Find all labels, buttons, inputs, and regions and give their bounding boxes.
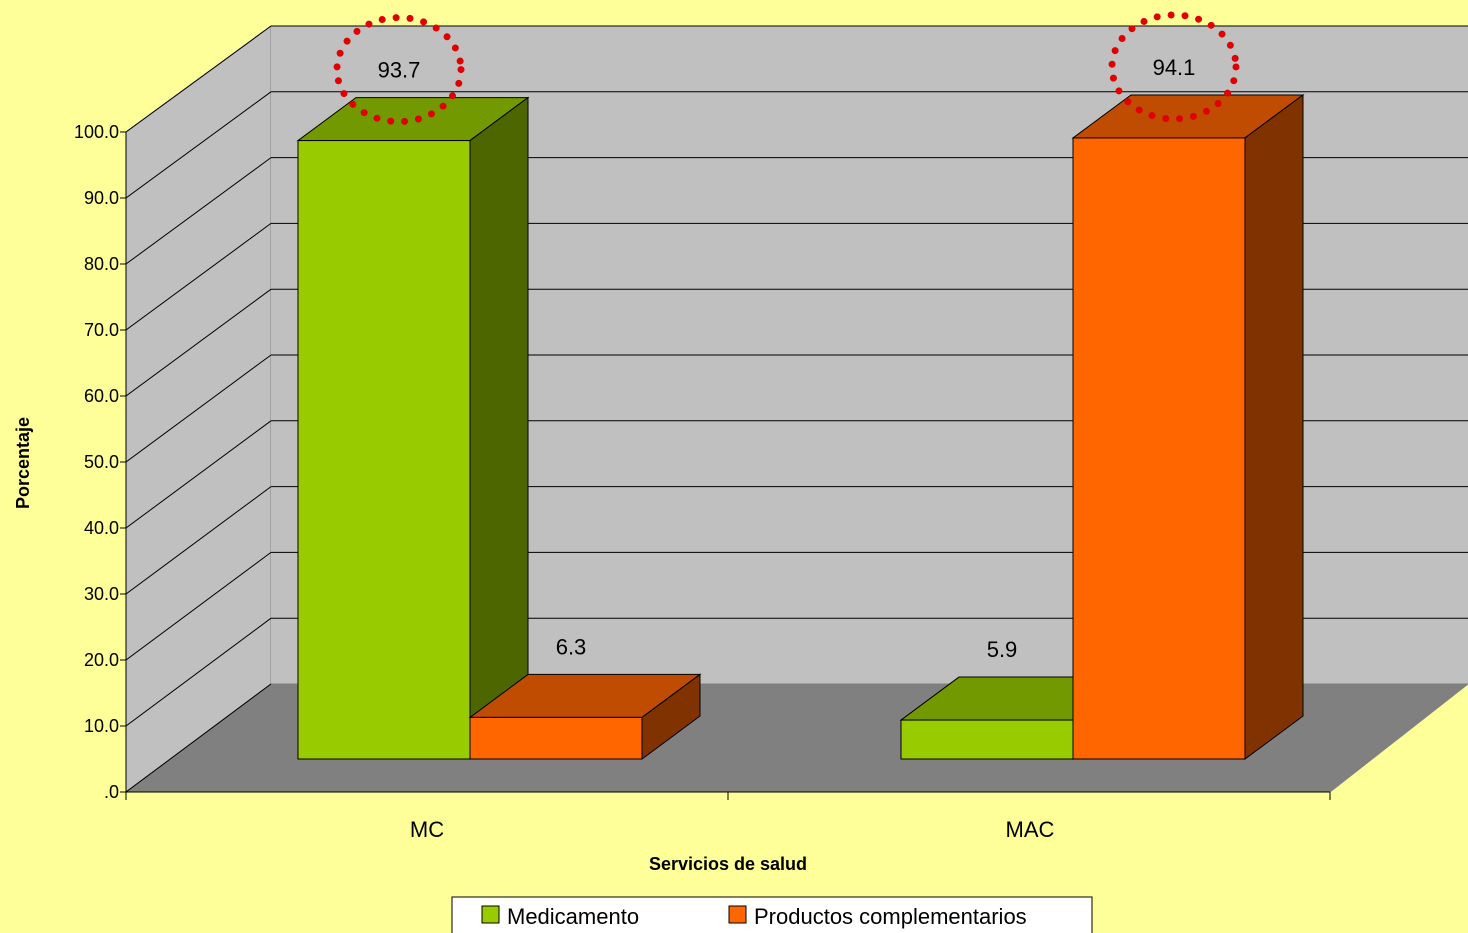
- data-label: 6.3: [556, 634, 587, 659]
- gridline-diagonal: [125, 486, 272, 595]
- legend-label-medicamento: Medicamento: [507, 904, 639, 929]
- bar-front-face: [297, 140, 471, 760]
- y-tick-label: 50.0: [84, 452, 119, 472]
- data-label: 93.7: [378, 58, 421, 83]
- x-axis-title: Servicios de salud: [649, 854, 807, 874]
- bar-side-face: [1244, 93, 1304, 760]
- y-axis: .0 10.0 20.0 30.0 40.0 50.0 60.0 70.0 80.0 90.0 10…: [74, 122, 127, 802]
- bar-MC-1: [468, 673, 702, 760]
- y-tick-label: 40.0: [84, 518, 119, 538]
- gridline-diagonal: [125, 683, 272, 793]
- y-tick-label: 20.0: [84, 650, 119, 670]
- legend-box: [451, 896, 1093, 933]
- legend: Medicamento Productos complementarios: [451, 896, 1093, 933]
- y-tick-label: .0: [104, 782, 119, 802]
- y-tick-label: 10.0: [84, 716, 119, 736]
- data-label: 5.9: [987, 637, 1018, 662]
- bar-front-face: [469, 716, 643, 760]
- y-tick-label: 80.0: [84, 254, 119, 274]
- y-tick-label: 60.0: [84, 386, 119, 406]
- legend-swatch-medicamento: [481, 905, 500, 924]
- highlight-circle: [333, 14, 465, 126]
- y-tick-label: 70.0: [84, 320, 119, 340]
- x-tick-label: MC: [410, 817, 444, 842]
- gridline-diagonal: [125, 617, 272, 727]
- gridline-diagonal: [125, 91, 272, 199]
- legend-swatch-productos: [728, 905, 747, 924]
- gridline-diagonal: [125, 157, 272, 265]
- gridline-diagonal: [125, 551, 272, 661]
- bar-MAC-1: [1071, 93, 1305, 760]
- bar-MC-0: [296, 96, 530, 760]
- gridline-diagonal: [125, 354, 272, 463]
- x-axis: MC MAC: [125, 791, 1331, 842]
- y-tick-label: 30.0: [84, 584, 119, 604]
- bars: [296, 93, 1305, 760]
- gridline-diagonal: [125, 25, 272, 133]
- gridline-diagonal: [125, 420, 272, 529]
- highlight-circle: [1108, 11, 1240, 123]
- bar-front-face: [900, 719, 1074, 760]
- gridline-diagonal: [125, 222, 272, 331]
- gridline-diagonal: [125, 288, 272, 397]
- y-axis-title: Porcentaje: [13, 417, 33, 509]
- y-tick-label: 100.0: [74, 122, 119, 142]
- legend-label-productos: Productos complementarios: [754, 904, 1027, 929]
- bar-front-face: [1072, 137, 1246, 760]
- y-tick-label: 90.0: [84, 188, 119, 208]
- data-label: 94.1: [1153, 55, 1196, 80]
- x-tick-label: MAC: [1006, 817, 1055, 842]
- data-labels: 93.7 6.3 5.9 94.1: [333, 11, 1240, 662]
- bar-side-face: [469, 96, 529, 760]
